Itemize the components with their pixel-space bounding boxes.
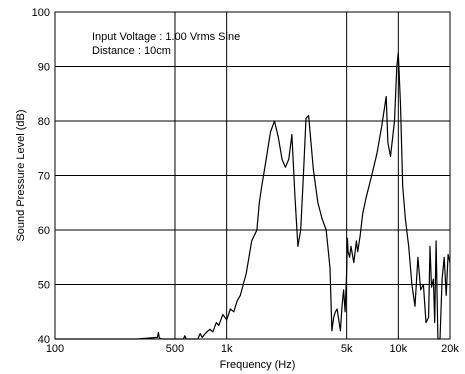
annotation-distance: Distance : 10cm bbox=[92, 45, 171, 57]
y-tick-label: 100 bbox=[32, 7, 50, 19]
annotations: Input Voltage : 1.00 Vrms Sine Distance … bbox=[92, 31, 240, 57]
y-axis-title: Sound Pressure Level (dB) bbox=[15, 109, 27, 241]
grid-lines bbox=[55, 12, 450, 339]
series-line bbox=[55, 52, 451, 340]
y-tick-label: 50 bbox=[38, 280, 50, 292]
x-tick-label: 1k bbox=[221, 343, 233, 355]
y-tick-label: 90 bbox=[38, 62, 50, 74]
y-tick-label: 60 bbox=[38, 225, 50, 237]
y-tick-label: 40 bbox=[38, 334, 50, 346]
y-tick-labels: 40 50 60 70 80 90 100 bbox=[32, 7, 50, 346]
x-tick-labels: 100 500 1k 5k 10k 20k bbox=[46, 343, 460, 355]
x-axis-title: Frequency (Hz) bbox=[220, 359, 296, 371]
annotation-input-voltage: Input Voltage : 1.00 Vrms Sine bbox=[92, 31, 240, 43]
x-tick-label: 10k bbox=[389, 343, 407, 355]
x-tick-label: 5k bbox=[341, 343, 353, 355]
x-tick-label: 500 bbox=[166, 343, 184, 355]
plot-frame bbox=[54, 11, 451, 340]
series-group bbox=[55, 52, 451, 340]
x-tick-label: 20k bbox=[441, 343, 459, 355]
y-tick-label: 70 bbox=[38, 171, 50, 183]
x-tick-label: 100 bbox=[46, 343, 64, 355]
y-tick-label: 80 bbox=[38, 116, 50, 128]
